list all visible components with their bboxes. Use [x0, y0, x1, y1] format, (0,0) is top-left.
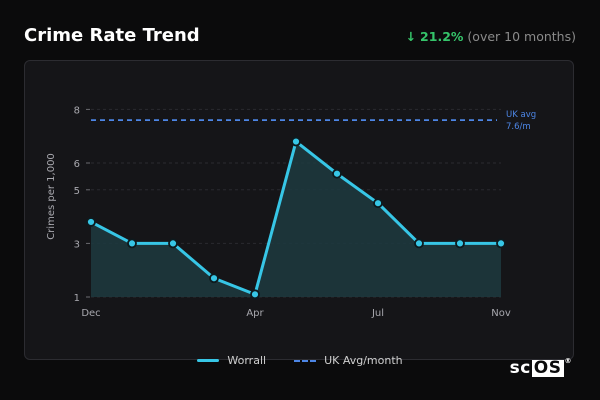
y-tick-label: 1 — [74, 293, 80, 304]
data-point — [209, 273, 219, 284]
legend-item-reference[interactable]: UK Avg/month — [294, 354, 403, 367]
change-note: (over 10 months) — [467, 29, 576, 44]
x-tick-label: Nov — [491, 308, 511, 319]
data-point — [455, 238, 465, 249]
legend-series-swatch — [197, 359, 220, 362]
data-point — [168, 238, 178, 249]
logo-text-b: OS — [531, 357, 564, 378]
x-tick-label: Jul — [371, 308, 384, 319]
y-tick-label: 5 — [74, 186, 80, 197]
change-indicator: ↓ 21.2% (over 10 months) — [406, 29, 576, 44]
legend-reference-label: UK Avg/month — [324, 354, 403, 367]
data-point — [373, 198, 383, 209]
data-point — [127, 238, 137, 249]
down-arrow-icon: ↓ — [405, 29, 417, 44]
change-percent: 21.2% — [420, 29, 464, 44]
legend-item-series[interactable]: Worrall — [197, 354, 266, 367]
legend-series-label: Worrall — [227, 354, 267, 367]
reference-label-line1: UK avg — [506, 110, 536, 120]
x-tick-label: Dec — [81, 308, 100, 319]
chart-title: Crime Rate Trend — [24, 25, 200, 46]
data-point — [414, 238, 424, 249]
y-tick-label: 6 — [74, 159, 80, 170]
data-point — [291, 136, 301, 147]
y-tick-label: 8 — [74, 105, 80, 116]
legend-reference-swatch — [294, 359, 317, 362]
y-axis-label: Crimes per 1,000 — [46, 153, 57, 240]
x-tick-label: Apr — [246, 308, 264, 319]
scos-logo: sc OS ® — [509, 357, 572, 378]
series-area — [91, 141, 501, 297]
data-point — [332, 168, 342, 179]
logo-text-a: sc — [509, 358, 531, 378]
logo-registered-mark: ® — [564, 357, 572, 365]
reference-label-line2: 7.6/m — [506, 122, 531, 132]
chart-legend: Worrall UK Avg/month — [0, 354, 600, 367]
data-point — [86, 217, 96, 227]
data-point — [496, 238, 506, 249]
y-tick-label: 3 — [74, 239, 80, 250]
data-point — [250, 289, 260, 300]
